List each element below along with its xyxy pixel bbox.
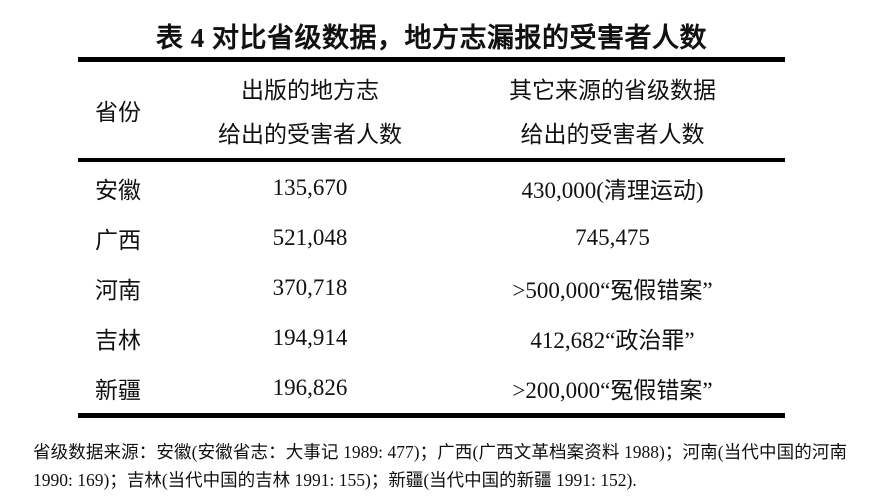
header-gazetteer-line2: 给出的受害者人数 (218, 122, 402, 147)
table-row: 广西 521,048 745,475 (78, 213, 785, 263)
cell-province: 安徽 (95, 178, 141, 203)
header-province: 省份 (78, 62, 180, 158)
cell-gazetteer-victims: 370,718 (272, 275, 348, 300)
table-header-row: 省份 出版的地方志 给出的受害者人数 其它来源的省级数据 给出的受害者人数 (78, 62, 785, 158)
cell-gazetteer-victims: 135,670 (272, 175, 348, 200)
source-footnote: 省级数据来源：安徽(安徽省志：大事记 1989: 477)；广西(广西文革档案资… (33, 442, 847, 490)
cell-province: 广西 (95, 228, 141, 253)
header-province-label: 省份 (95, 100, 141, 125)
cell-provincial-victims: 745,475 (575, 225, 650, 250)
cell-provincial-victims: 412,682“政治罪” (530, 328, 695, 353)
cell-gazetteer-victims: 194,914 (272, 325, 348, 350)
header-provincial-line1: 其它来源的省级数据 (509, 78, 716, 103)
cell-gazetteer-victims: 196,826 (272, 375, 348, 400)
header-provincial-line2: 给出的受害者人数 (520, 122, 705, 147)
header-provincial: 其它来源的省级数据 给出的受害者人数 (440, 62, 785, 158)
table-row: 河南 370,718 >500,000“冤假错案” (78, 263, 785, 313)
cell-province: 河南 (95, 278, 141, 303)
table-body: 安徽 135,670 430,000(清理运动) 广西 521,048 745,… (78, 163, 785, 413)
cell-province: 吉林 (95, 328, 141, 353)
cell-gazetteer-victims: 521,048 (272, 225, 348, 250)
cell-province: 新疆 (95, 378, 141, 403)
table-row: 吉林 194,914 412,682“政治罪” (78, 313, 785, 363)
table-rule-bottom (78, 413, 785, 418)
cell-provincial-victims: >200,000“冤假错案” (512, 378, 713, 403)
cell-provincial-victims: 430,000(清理运动) (521, 178, 704, 203)
table-rule-header (78, 158, 785, 162)
header-gazetteer: 出版的地方志 给出的受害者人数 (180, 62, 440, 158)
table-row: 安徽 135,670 430,000(清理运动) (78, 163, 785, 213)
table-rule-top (78, 57, 785, 62)
header-gazetteer-line1: 出版的地方志 (241, 78, 379, 103)
cell-provincial-victims: >500,000“冤假错案” (512, 278, 713, 303)
table-row: 新疆 196,826 >200,000“冤假错案” (78, 363, 785, 413)
table-title: 表 4 对比省级数据，地方志漏报的受害者人数 (156, 23, 707, 53)
